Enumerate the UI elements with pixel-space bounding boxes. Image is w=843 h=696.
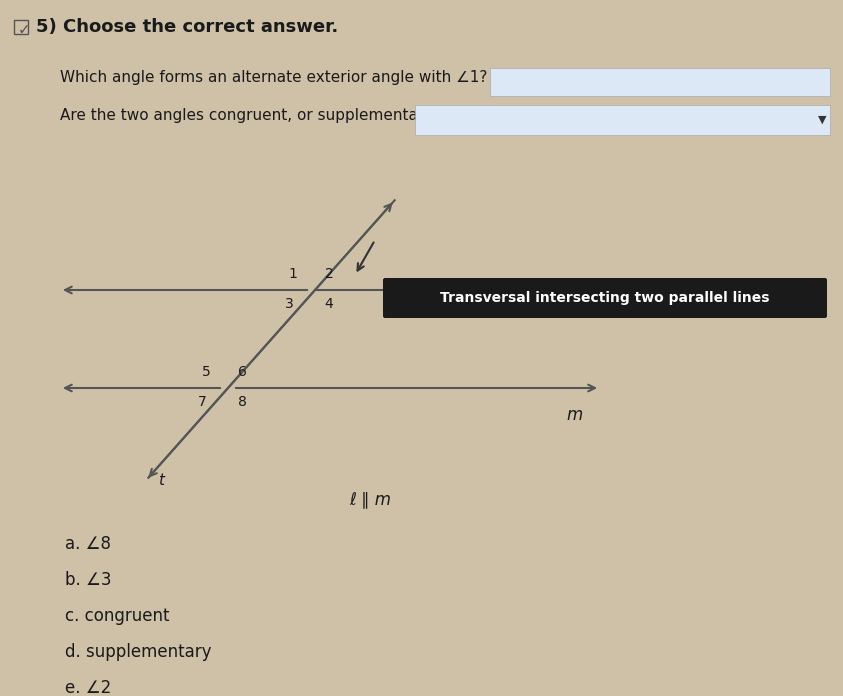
Text: ▼: ▼	[818, 115, 826, 125]
Text: Which angle forms an alternate exterior angle with ∠1?: Which angle forms an alternate exterior …	[60, 70, 487, 85]
FancyBboxPatch shape	[383, 278, 827, 318]
Text: e. ∠2: e. ∠2	[65, 679, 111, 696]
Text: Transversal intersecting two parallel lines: Transversal intersecting two parallel li…	[440, 291, 770, 305]
Bar	[415, 105, 830, 135]
Text: 2: 2	[325, 267, 333, 281]
Text: m: m	[566, 406, 583, 424]
Text: 3: 3	[285, 297, 293, 311]
Text: ℓ ∥ m: ℓ ∥ m	[349, 490, 391, 508]
Text: ✓: ✓	[18, 22, 30, 37]
Text: 8: 8	[238, 395, 246, 409]
Text: Are the two angles congruent, or supplementary?: Are the two angles congruent, or supplem…	[60, 108, 441, 123]
Text: b. ∠3: b. ∠3	[65, 571, 111, 589]
Text: 4: 4	[325, 297, 333, 311]
Text: 6: 6	[238, 365, 246, 379]
Text: a. ∠8: a. ∠8	[65, 535, 111, 553]
Text: d. supplementary: d. supplementary	[65, 643, 212, 661]
Text: 1: 1	[288, 267, 298, 281]
Bar	[14, 20, 28, 34]
Text: c. congruent: c. congruent	[65, 607, 169, 625]
Text: 7: 7	[197, 395, 207, 409]
Text: 5: 5	[201, 365, 211, 379]
Text: 5) Choose the correct answer.: 5) Choose the correct answer.	[36, 18, 338, 36]
Bar	[490, 68, 830, 96]
Text: t: t	[158, 473, 164, 488]
